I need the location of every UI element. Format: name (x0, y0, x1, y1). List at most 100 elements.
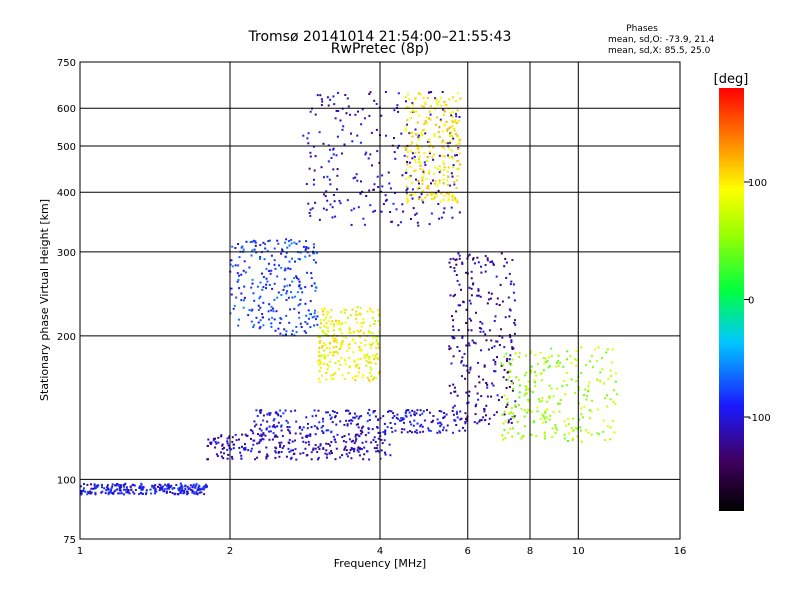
data-point (398, 419, 401, 422)
data-point (550, 347, 553, 350)
data-point (324, 452, 327, 455)
data-point (217, 441, 220, 444)
data-point (416, 143, 418, 146)
data-point (447, 154, 449, 157)
data-point (449, 294, 452, 297)
data-point (414, 430, 417, 433)
data-point (556, 387, 558, 390)
data-point (320, 366, 323, 369)
data-point (298, 240, 301, 243)
data-point (467, 401, 470, 404)
data-point (509, 354, 512, 357)
data-point (101, 490, 104, 493)
data-point (334, 416, 337, 419)
data-point (456, 179, 459, 182)
data-point (97, 484, 100, 487)
data-point (195, 490, 198, 493)
data-point (411, 409, 414, 412)
data-point (220, 455, 223, 458)
data-point (456, 109, 459, 112)
data-point (302, 426, 305, 429)
data-point (392, 412, 395, 415)
data-point (390, 410, 393, 413)
data-point (284, 409, 287, 412)
data-point (541, 421, 544, 424)
data-point (315, 318, 317, 321)
data-point (390, 220, 393, 223)
data-point (512, 427, 515, 430)
data-point (372, 354, 375, 357)
data-point (389, 454, 392, 457)
data-point (241, 245, 244, 248)
data-point (454, 259, 457, 262)
data-point (459, 138, 461, 141)
data-point (507, 431, 509, 434)
data-point (231, 265, 234, 268)
data-point (329, 183, 332, 186)
data-point (512, 416, 515, 419)
data-point (158, 489, 161, 492)
data-point (323, 354, 326, 357)
data-point (480, 419, 483, 422)
data-point (418, 92, 420, 95)
data-point (277, 291, 280, 294)
data-point (584, 388, 587, 391)
data-point (459, 97, 462, 100)
data-point (312, 183, 315, 186)
data-point (217, 436, 220, 439)
data-point (468, 344, 471, 347)
data-point (429, 429, 432, 432)
data-point (596, 408, 599, 411)
data-point (111, 492, 113, 494)
data-point (580, 440, 583, 443)
data-point (412, 103, 414, 106)
data-point (254, 240, 257, 243)
data-point (320, 166, 323, 169)
data-point (243, 285, 246, 288)
data-point (472, 257, 475, 260)
data-point (457, 329, 460, 332)
data-point (226, 448, 229, 451)
data-point (203, 493, 206, 496)
data-point (297, 257, 300, 260)
data-point (333, 325, 336, 328)
data-point (238, 274, 240, 277)
data-point (320, 426, 323, 429)
data-point (393, 137, 395, 139)
data-point (441, 154, 444, 157)
data-point (510, 339, 513, 342)
data-point (338, 327, 341, 330)
data-point (384, 91, 387, 93)
data-point (612, 400, 615, 403)
data-point (445, 120, 448, 123)
data-point (293, 307, 296, 310)
data-point (609, 438, 612, 441)
data-point (317, 377, 320, 380)
data-point (119, 486, 122, 489)
data-point (450, 149, 453, 152)
data-point (452, 383, 455, 386)
data-point (311, 316, 314, 319)
data-point (139, 485, 142, 488)
data-point (335, 345, 338, 348)
data-point (508, 376, 511, 379)
data-point (463, 352, 466, 355)
data-point (278, 441, 281, 444)
data-point (326, 313, 329, 316)
data-point (260, 433, 263, 436)
data-point (279, 322, 282, 324)
data-point (313, 282, 316, 285)
data-point (294, 409, 297, 412)
data-point (469, 366, 472, 369)
data-point (414, 159, 417, 161)
data-point (465, 418, 467, 421)
data-point (262, 432, 265, 435)
data-point (495, 340, 498, 343)
data-point (271, 316, 274, 319)
data-point (309, 433, 312, 436)
data-point (344, 321, 347, 324)
data-point (329, 316, 332, 319)
data-point (372, 439, 375, 441)
data-point (358, 415, 361, 418)
data-point (335, 339, 338, 341)
